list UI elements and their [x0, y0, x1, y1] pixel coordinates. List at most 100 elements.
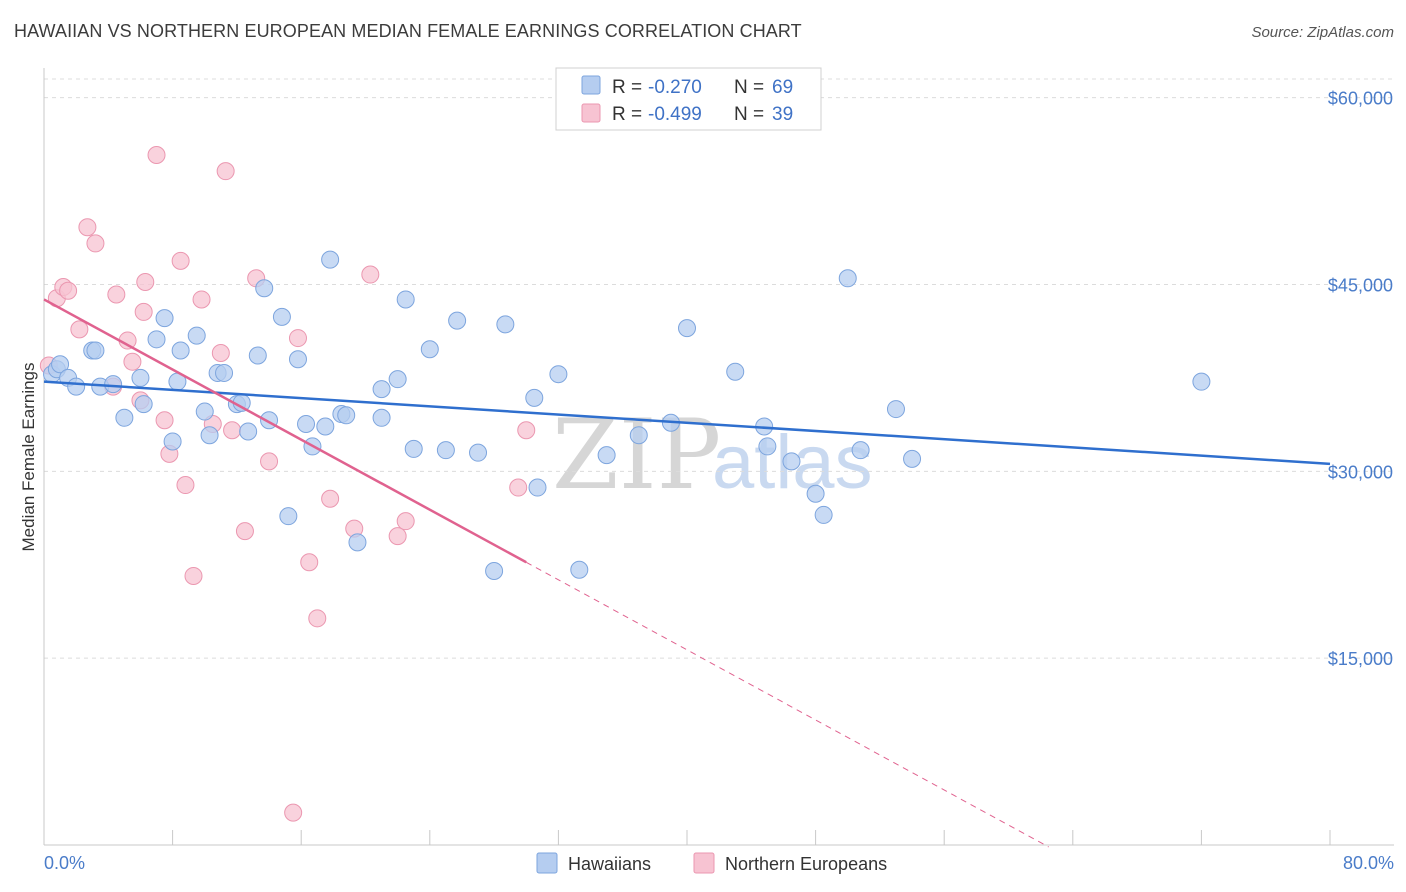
y-tick-label: $30,000 [1328, 462, 1393, 482]
northern-europeans-point [176, 476, 195, 495]
hawaiians-point [528, 478, 547, 497]
hawaiians-point [469, 443, 488, 462]
northern-europeans-point [155, 411, 174, 430]
northern-europeans-point [308, 609, 327, 628]
northern-europeans-point [260, 452, 279, 471]
legend-r-label-2: R = [612, 104, 642, 125]
northern-europeans-point [216, 162, 235, 181]
hawaiians-point [248, 346, 267, 365]
hawaiians-point [726, 362, 745, 381]
northern-europeans-point [107, 285, 126, 304]
northern-europeans-point [123, 352, 142, 371]
hawaiians-point [629, 426, 648, 445]
gridlines [44, 78, 1394, 659]
hawaiians-point [171, 341, 190, 360]
northern-europeans-point [235, 522, 254, 541]
y-axis-title: Median Female Earnings [19, 363, 38, 552]
northern-europeans-point [517, 421, 536, 440]
hawaiians-point [187, 326, 206, 345]
hawaiians-point [496, 315, 515, 334]
northern-europeans-point [59, 281, 78, 300]
hawaiians-point [851, 441, 870, 460]
northern-europeans-point [300, 553, 319, 572]
hawaiians-point [838, 269, 857, 288]
hawaiians-point [886, 400, 905, 419]
hawaiians-point [163, 432, 182, 451]
hawaiians-point [255, 279, 274, 298]
correlation-legend: R = -0.270 N = 69 R = -0.499 N = 39 [555, 67, 822, 131]
y-tick-label: $45,000 [1328, 276, 1393, 296]
hawaiians-point [131, 368, 150, 387]
northern-europeans-points [39, 145, 536, 822]
northern-europeans-point [388, 527, 407, 546]
hawaiians-point [337, 406, 356, 425]
hawaiians-point [288, 350, 307, 369]
hawaiians-point [134, 395, 153, 414]
hawaiians-point [436, 441, 455, 460]
northern-europeans-point [321, 489, 340, 508]
y-tick-label: $60,000 [1328, 89, 1393, 109]
hawaiians-point [396, 290, 415, 309]
hawaiians-point [279, 507, 298, 526]
northern-europeans-point [223, 421, 242, 440]
legend-r-value-2: -0.499 [648, 104, 702, 125]
hawaiians-point [155, 309, 174, 328]
northern-europeans-point [70, 320, 89, 339]
northern-europeans-point [509, 478, 528, 497]
y-axis-tick-labels: $15,000 $30,000 $45,000 $60,000 [1328, 89, 1393, 669]
x-tick-label-max: 80.0% [1343, 853, 1394, 873]
hawaiians-point [239, 422, 258, 441]
hawaiians-point [420, 340, 439, 359]
chart-title: HAWAIIAN VS NORTHERN EUROPEAN MEDIAN FEM… [14, 21, 802, 41]
hawaiians-point [678, 319, 696, 338]
hawaiians-point [215, 363, 234, 382]
hawaiians-trend-line [43, 380, 1331, 466]
hawaiians-point [1192, 372, 1211, 391]
legend-r-value-1: -0.270 [648, 77, 702, 98]
legend-n-value-1: 69 [772, 77, 793, 98]
hawaiians-point [297, 415, 316, 434]
northern-europeans-point [78, 218, 97, 237]
x-axis-ticks [43, 830, 1331, 845]
northern-europeans-point [192, 290, 211, 309]
hawaiians-point [782, 452, 801, 471]
hawaiians-point [814, 505, 833, 524]
hawaiians-point [200, 426, 219, 445]
northern-europeans-point [171, 251, 190, 270]
hawaiians-point [372, 380, 391, 399]
hawaiians-point [448, 311, 467, 330]
hawaiians-point [104, 375, 123, 394]
series-label-hawaiians: Hawaiians [568, 854, 651, 874]
hawaiians-point [806, 484, 825, 503]
hawaiians-point [372, 408, 391, 427]
hawaiians-point [115, 408, 134, 427]
legend-r-label-1: R = [612, 77, 642, 98]
hawaiians-point [388, 370, 407, 389]
hawaiians-point [321, 250, 340, 269]
northern-europeans-point [361, 265, 380, 284]
northern-europeans-trend-line [43, 298, 527, 564]
northern-europeans-point [184, 566, 203, 585]
northern-europeans-trend-extension [526, 561, 1049, 848]
northern-europeans-point [134, 302, 153, 321]
northern-europeans-point [86, 234, 105, 253]
trend-lines [43, 298, 1331, 848]
hawaiians-point [86, 341, 105, 360]
series-legend: Hawaiians Northern Europeans [536, 852, 887, 874]
hawaiians-point [525, 388, 544, 407]
hawaiians-point [597, 446, 616, 465]
series-swatch-northern-europeans [693, 852, 715, 874]
hawaiians-points [43, 250, 1211, 580]
hawaiians-point [404, 439, 423, 458]
northern-europeans-point [396, 512, 415, 531]
hawaiians-point [272, 307, 291, 326]
hawaiians-point [348, 533, 367, 552]
series-label-northern-europeans: Northern Europeans [725, 854, 887, 874]
northern-europeans-point [284, 803, 303, 822]
northern-europeans-point [211, 344, 230, 363]
legend-n-label-1: N = [734, 77, 764, 98]
northern-europeans-point [136, 273, 155, 292]
northern-europeans-point [288, 329, 307, 348]
source-credit: Source: ZipAtlas.com [1251, 24, 1394, 41]
y-tick-label: $15,000 [1328, 649, 1393, 669]
